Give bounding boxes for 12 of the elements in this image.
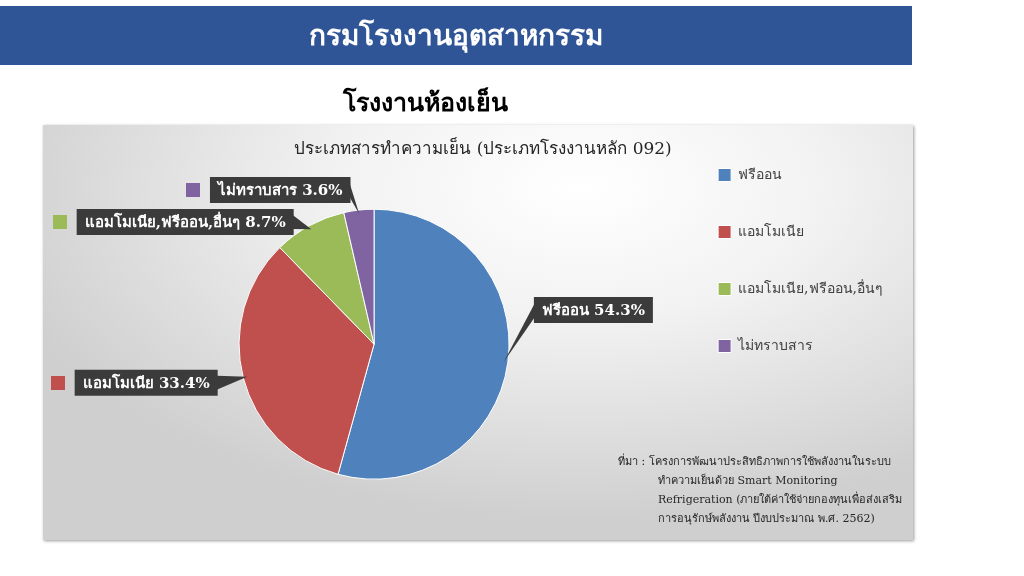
text: กรมโรงงานอุตสาหกรรม	[0, 6, 912, 65]
data-label: แอมโมเนีย 33.4%	[82, 372, 210, 392]
text: ที่มา : โครงการพัฒนาประสิทธิภาพการใช้พลังงานในระบบทำความเย็นด้วย Smart Monitoring Refrigeration (ภายใต้ค่าใช้จ่ายกองทุนเพื่อส่งเสริมการอนุรักษ์พลังงาน ปีงบประมาณ พ.ศ. 2562)	[618, 452, 904, 527]
data-label: แอมโมเนีย,ฟรีออน,อื่นๆ 8.7%	[84, 210, 286, 231]
legend-label: แอมโมเนีย	[738, 222, 805, 239]
legend-label: แอมโมเนีย,ฟรีออน,อื่นๆ	[738, 278, 884, 296]
legend-label: ไม่ทราบสาร	[737, 336, 814, 353]
data-label: ไม่ทราบสาร 3.6%	[215, 179, 343, 199]
chart-subtitle: โรงงานห้องเย็น	[341, 86, 509, 119]
legend-label: ฟรีออน	[738, 165, 783, 182]
data-label: ฟรีออน 54.3%	[541, 301, 645, 319]
chart-title: ประเภทสารทำความเย็น (ประเภทโรงงานหลัก 092)	[294, 136, 672, 158]
